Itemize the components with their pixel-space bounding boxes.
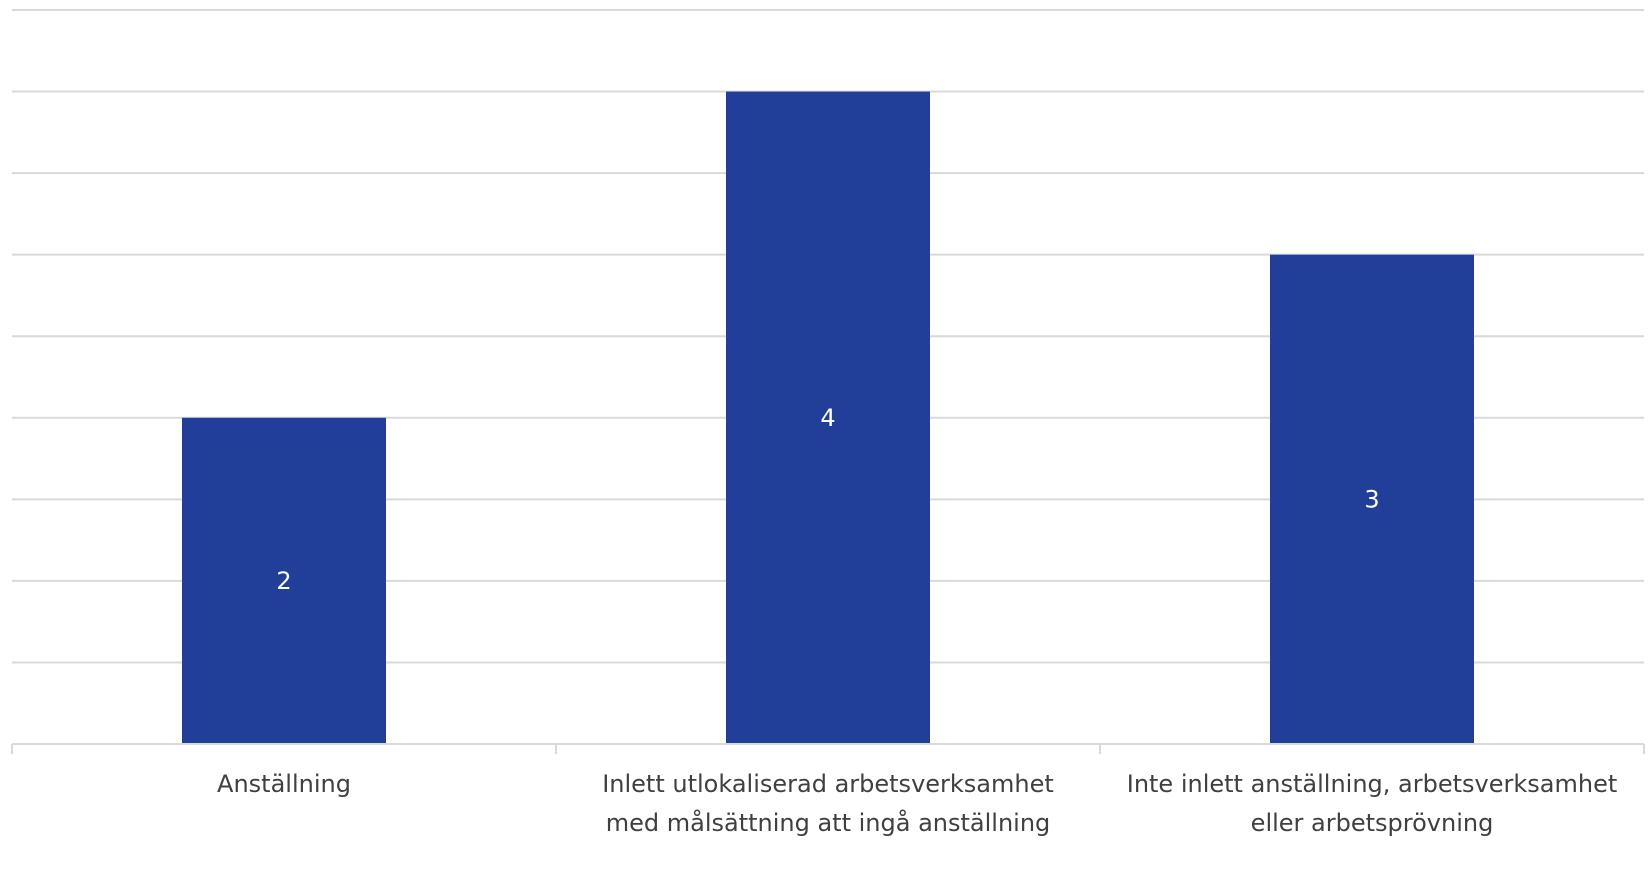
category-labels: Anställning Inlett utlokaliserad arbetsve… [217,770,1617,837]
category-label: Anställning [217,770,351,798]
category-label-line: med målsättning att ingå anställning [606,808,1051,837]
data-label: 3 [1364,485,1379,513]
bar [726,91,930,745]
category-label-line: Inte inlett anställning, arbetsverksamhe… [1127,770,1618,798]
category-label-line: Anställning [217,770,351,798]
category-label-line: Inlett utlokaliserad arbetsverksamhet [602,770,1054,798]
category-label: Inte inlett anställning, arbetsverksamhe… [1127,770,1618,837]
category-label-line: eller arbetsprövning [1251,809,1494,837]
bar [1270,254,1474,744]
data-label: 4 [820,404,835,432]
bars: 2 4 3 [182,91,1474,745]
bar [182,417,386,744]
category-label: Inlett utlokaliserad arbetsverksamhet med… [602,770,1054,837]
data-label: 2 [276,567,291,595]
x-axis [11,743,1645,754]
